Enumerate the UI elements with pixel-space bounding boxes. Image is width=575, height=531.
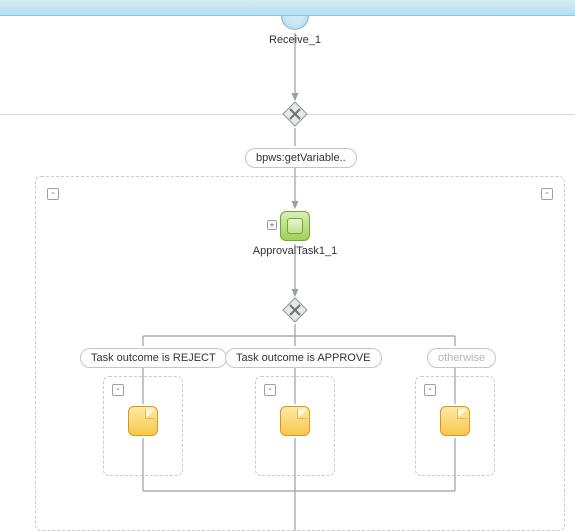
receive-node[interactable] (281, 16, 309, 30)
assign-icon (145, 409, 155, 419)
branch-collapse-reject[interactable]: - (112, 384, 124, 396)
approval-task-label: ApprovalTask1_1 (245, 245, 345, 257)
assign-icon (457, 409, 467, 419)
branch-label-approve[interactable]: Task outcome is APPROVE (225, 348, 382, 368)
scope-collapse-right[interactable]: - (541, 188, 553, 200)
branch-label-reject[interactable]: Task outcome is REJECT (80, 348, 227, 368)
assign-node-otherwise[interactable] (440, 406, 470, 436)
scope-collapse-left[interactable]: - (47, 188, 59, 200)
assign-icon (297, 409, 307, 419)
branch-label-otherwise[interactable]: otherwise (427, 348, 496, 368)
gateway-switch[interactable] (282, 297, 308, 323)
human-task-icon (287, 218, 303, 234)
branch-collapse-approve[interactable]: - (264, 384, 276, 396)
assign-node-approve[interactable] (280, 406, 310, 436)
approval-task-node[interactable]: + (280, 211, 310, 241)
expand-icon[interactable]: + (267, 220, 277, 230)
diagram-surface: Receive_1 - - bpws:getVariable.. + Appro… (0, 16, 575, 531)
condition-expression[interactable]: bpws:getVariable.. (245, 148, 357, 168)
assign-node-reject[interactable] (128, 406, 158, 436)
receive-label: Receive_1 (250, 34, 340, 46)
gateway-top[interactable] (282, 101, 308, 127)
editor-top-bar (0, 0, 575, 16)
branch-collapse-otherwise[interactable]: - (424, 384, 436, 396)
